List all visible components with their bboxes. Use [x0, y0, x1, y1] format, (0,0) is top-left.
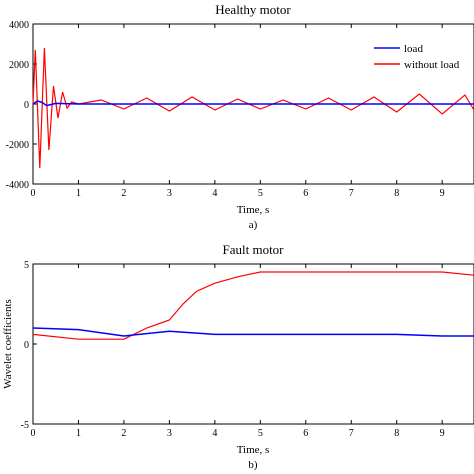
- x-tick-label: 4: [212, 188, 217, 199]
- tick-group: 0 1 2 3 4 5 6 7 8 9 -4000 -2000 0 2000 4000: [6, 20, 445, 199]
- x-tick-label: 3: [167, 428, 172, 439]
- y-tick-label: 5: [24, 260, 29, 271]
- y-tick-label: 4000: [9, 20, 29, 31]
- panel-caption: a): [249, 219, 258, 231]
- x-tick-label: 0: [31, 428, 36, 439]
- y-tick-label: 0: [24, 340, 29, 351]
- x-tick-label: 1: [76, 428, 81, 439]
- tick-group: 0 1 2 3 4 5 6 7 8 9-505: [21, 260, 445, 439]
- x-tick-label: 7: [349, 188, 354, 199]
- x-tick-label: 8: [394, 188, 399, 199]
- x-tick-label: 3: [167, 188, 172, 199]
- x-tick-label: 0: [31, 188, 36, 199]
- series-line-without-load: [32, 47, 474, 169]
- healthy-motor-panel: Healthy motor 0 1 2 3 4 5 6 7 8 9 -4000 -2000 0 2000 4…: [6, 2, 474, 231]
- legend-label-load: load: [404, 43, 423, 55]
- x-tick-label: 4: [212, 428, 217, 439]
- chart-title: Fault motor: [222, 242, 284, 257]
- panel-caption: b): [248, 459, 258, 471]
- y-tick-label: -5: [21, 420, 29, 431]
- x-tick-label: 9: [440, 428, 445, 439]
- x-tick-label: 5: [258, 188, 263, 199]
- y-tick-label: -2000: [6, 140, 29, 151]
- chart-title: Healthy motor: [215, 2, 291, 17]
- x-tick-label: 7: [349, 428, 354, 439]
- series-group: [32, 271, 474, 340]
- x-tick-label: 9: [440, 188, 445, 199]
- x-tick-label: 1: [76, 188, 81, 199]
- series-line-load: [32, 327, 474, 337]
- series-line-load: [32, 100, 474, 107]
- y-axis-label: Wavelet coefficients: [2, 299, 14, 389]
- plot-area: [32, 263, 474, 425]
- fault-motor-panel: Fault motor 0 1 2 3 4 5 6 7 8 9-505 Wavelet coeff…: [2, 242, 474, 471]
- legend-label-without-load: without load: [404, 59, 460, 71]
- x-tick-label: 5: [258, 428, 263, 439]
- series-group: [32, 47, 474, 169]
- x-tick-label: 8: [394, 428, 399, 439]
- x-axis-label: Time, s: [237, 444, 270, 456]
- legend: load without load: [374, 43, 460, 71]
- x-axis-label: Time, s: [237, 204, 270, 216]
- x-tick-label: 6: [303, 428, 308, 439]
- x-tick-label: 2: [121, 428, 126, 439]
- x-tick-label: 6: [303, 188, 308, 199]
- x-tick-label: 2: [121, 188, 126, 199]
- y-tick-label: 2000: [9, 60, 29, 71]
- y-tick-label: 0: [24, 100, 29, 111]
- y-tick-label: -4000: [6, 180, 29, 191]
